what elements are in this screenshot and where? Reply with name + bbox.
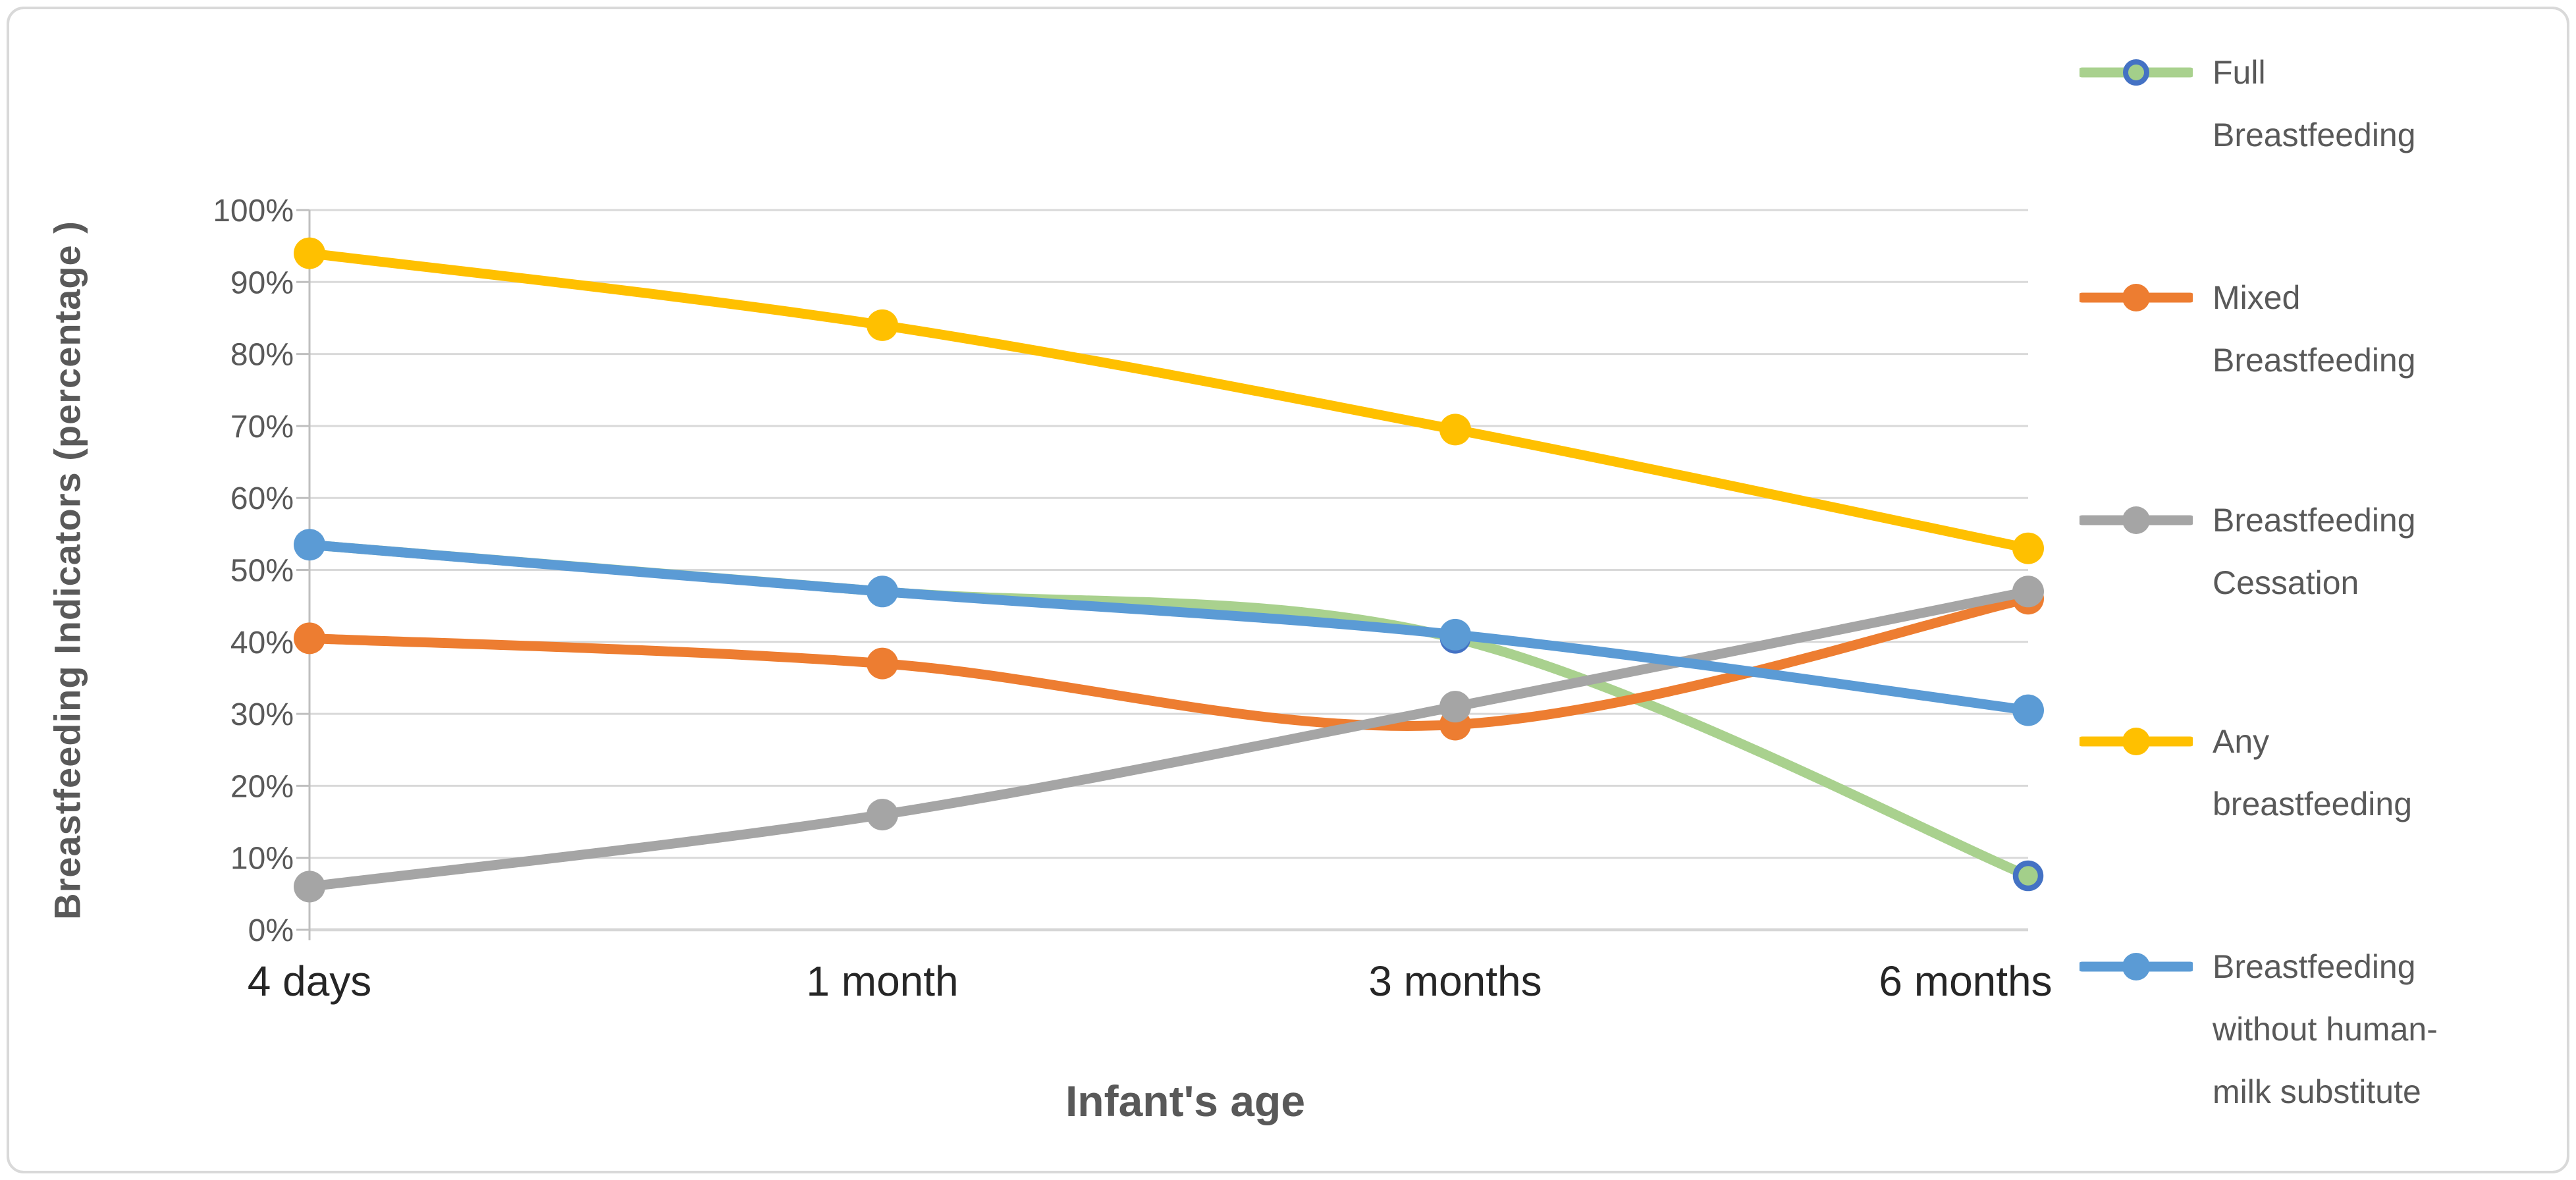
data-point-marker (2012, 694, 2044, 726)
y-tick-label: 70% (230, 410, 294, 444)
series-line-any-breastfeeding (304, 248, 2033, 554)
data-point-marker (867, 576, 898, 608)
series-line-breastfeeding-cessation (304, 586, 2033, 892)
series-line-full-breastfeeding (304, 539, 2033, 881)
y-tick-label: 100% (213, 194, 294, 228)
data-point-marker (294, 237, 325, 269)
series-line-breastfeeding-without-human-milk-substitute (304, 539, 2033, 716)
data-point-marker (294, 871, 325, 903)
x-tick-label: 1 month (806, 957, 958, 1005)
data-point-marker (294, 529, 325, 561)
y-tick-label: 20% (230, 769, 294, 804)
data-point-marker (867, 309, 898, 341)
y-axis-title: Breastfeeding Indicators (percentage ) (46, 221, 88, 920)
y-tick-label: 0% (248, 913, 294, 948)
data-point-marker (867, 799, 898, 831)
y-tick-label: 30% (230, 697, 294, 732)
y-tick-label: 50% (230, 554, 294, 589)
x-tick-label: 4 days (248, 957, 372, 1005)
y-tick-label: 80% (230, 338, 294, 373)
y-tick-label: 90% (230, 265, 294, 300)
data-point-marker (1439, 414, 1471, 446)
data-point-marker (867, 647, 898, 680)
data-point-marker (2012, 860, 2044, 892)
y-tick-label: 40% (230, 626, 294, 660)
x-tick-label: 3 months (1368, 957, 1542, 1005)
data-point-marker (1439, 691, 1471, 723)
y-tick-label: 60% (230, 481, 294, 516)
x-axis-title: Infant's age (1065, 1077, 1306, 1125)
y-tick-label: 10% (230, 842, 294, 876)
data-point-marker (2012, 576, 2044, 608)
data-point-marker (2012, 532, 2044, 564)
series-line-mixed-breastfeeding (304, 593, 2033, 731)
x-tick-label: 6 months (1879, 957, 2052, 1005)
data-point-marker (294, 622, 325, 655)
data-point-marker (1439, 618, 1471, 651)
